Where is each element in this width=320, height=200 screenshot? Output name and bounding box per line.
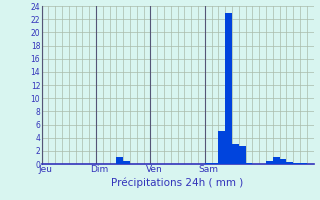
Bar (246, 163, 252, 164)
Bar (116, 157, 123, 164)
X-axis label: Précipitations 24h ( mm ): Précipitations 24h ( mm ) (111, 177, 244, 188)
Bar (123, 161, 130, 164)
Bar (293, 163, 300, 164)
Bar (239, 146, 246, 164)
Bar (300, 163, 307, 164)
Bar (219, 131, 225, 164)
Bar (266, 161, 273, 164)
Bar (280, 159, 286, 164)
Bar (273, 157, 280, 164)
Bar (232, 144, 239, 164)
Bar (225, 13, 232, 164)
Bar (286, 162, 293, 164)
Bar (212, 163, 219, 164)
Bar (205, 163, 212, 164)
